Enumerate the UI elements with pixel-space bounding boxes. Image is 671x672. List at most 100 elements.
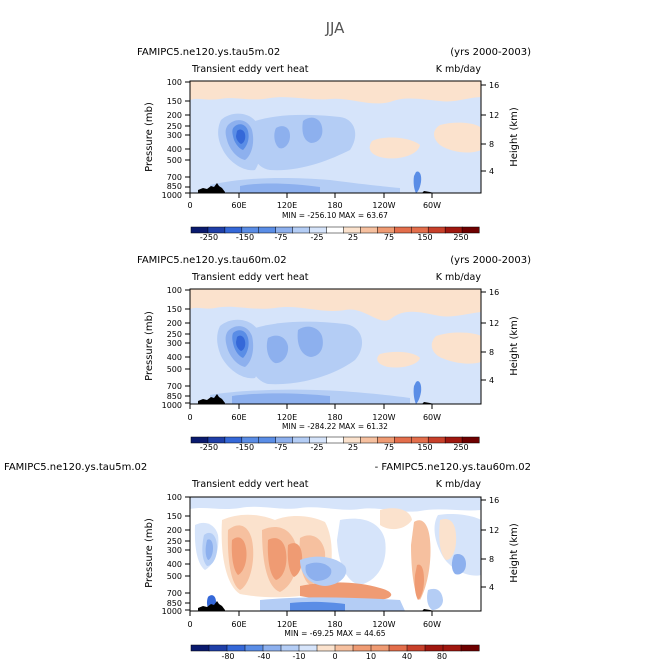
colorbar-swatch	[370, 644, 390, 652]
colorbar-tick-label: -75	[274, 443, 287, 452]
panel-3-negative-region	[205, 539, 213, 560]
colorbar-tick-label: 10	[366, 652, 376, 661]
panel-3-negative-region	[451, 554, 466, 575]
colorbar-tick-label: 80	[437, 652, 447, 661]
panel-3: FAMIPC5.ne120.ys.tau5m.02 - FAMIPC5.ne12…	[4, 462, 531, 661]
panel-3-positive-region	[414, 564, 424, 600]
panel-3-min-max: MIN = -69.25 MAX = 44.65	[284, 629, 385, 638]
panel-2-right-ticks	[481, 291, 486, 381]
y-tick-label: 700	[167, 173, 182, 182]
panel-3-positive-region	[439, 518, 457, 560]
colorbar-swatch	[226, 644, 246, 652]
panel-1-positive-patch	[369, 137, 420, 159]
panel-3-negative-patch	[190, 497, 481, 512]
panel-3-right-axis-label: Height (km)	[509, 523, 520, 583]
y-tick-label: 400	[167, 560, 182, 569]
panel-3-plot-area	[189, 496, 482, 612]
x-tick-label: 120W	[372, 201, 395, 210]
colorbar-tick-label: -10	[292, 652, 305, 661]
x-tick-label: 120E	[277, 413, 297, 422]
panel-2-positive-patch	[377, 351, 420, 368]
x-tick-label: 120E	[277, 201, 297, 210]
panel-3-positive-region	[300, 582, 392, 601]
height-tick-label: 12	[489, 111, 499, 120]
panel-3-right-tick-labels: 16 12 8 4	[489, 496, 499, 592]
y-tick-label: 250	[167, 330, 182, 339]
x-tick-label: 60E	[231, 620, 246, 629]
x-tick-label: 0	[187, 413, 192, 422]
colorbar-tick-label: -150	[236, 233, 254, 242]
panel-3-negative-region	[427, 588, 443, 610]
height-tick-label: 12	[489, 526, 499, 535]
panel-3-years-label: - FAMIPC5.ne120.ys.tau60m.02	[375, 462, 531, 473]
y-tick-label: 500	[167, 156, 182, 165]
colorbar-swatch	[352, 644, 372, 652]
colorbar-swatch	[424, 644, 444, 652]
x-tick-label: 120W	[372, 620, 395, 629]
panel-1-colorbar	[190, 226, 480, 234]
colorbar-tick-label: 40	[402, 652, 412, 661]
y-tick-label: 150	[167, 97, 182, 106]
colorbar-swatch	[292, 436, 311, 444]
panel-1-topography	[198, 183, 225, 193]
y-tick-label: 850	[167, 599, 182, 608]
colorbar-tick-label: -25	[310, 233, 323, 242]
y-tick-label: 200	[167, 526, 182, 535]
colorbar-swatch	[406, 644, 426, 652]
y-tick-label: 250	[167, 122, 182, 131]
height-tick-label: 8	[489, 140, 494, 149]
y-tick-label: 1000	[162, 401, 182, 410]
panel-2-x-ticks	[189, 404, 433, 409]
height-tick-label: 4	[489, 583, 494, 592]
height-tick-label: 4	[489, 376, 494, 385]
height-tick-label: 4	[489, 167, 494, 176]
panel-1-negative-core	[236, 129, 246, 144]
height-tick-label: 16	[489, 81, 499, 90]
colorbar-swatch	[258, 226, 277, 234]
x-tick-label: 120E	[277, 620, 297, 629]
panel-3-colorbar	[190, 644, 480, 652]
colorbar-tick-label: -250	[200, 233, 218, 242]
colorbar-swatch	[394, 226, 412, 234]
panel-1-positive-patch	[434, 122, 481, 153]
colorbar-swatch	[298, 644, 318, 652]
colorbar-tick-label: -80	[221, 652, 234, 661]
panel-2-negative-core	[236, 335, 246, 351]
colorbar-swatch	[394, 436, 412, 444]
panel-2-colorbar-labels: -250 -150 -75 -25 25 75 150 250	[200, 443, 469, 452]
colorbar-tick-label: -250	[200, 443, 218, 452]
x-tick-label: 60E	[231, 413, 246, 422]
panel-1-right-tick-labels: 16 12 8 4	[489, 81, 499, 176]
y-tick-label: 700	[167, 382, 182, 391]
panel-1-negative-region	[240, 183, 320, 193]
colorbar-swatch	[316, 644, 336, 652]
panel-3-positive-region	[380, 508, 412, 530]
panel-3-units-label: K mb/day	[436, 479, 482, 490]
colorbar-swatch	[360, 226, 378, 234]
colorbar-swatch	[258, 436, 277, 444]
y-tick-label: 700	[167, 589, 182, 598]
y-tick-label: 100	[167, 493, 182, 502]
panel-3-negative-region	[305, 562, 332, 581]
y-tick-label: 400	[167, 353, 182, 362]
panel-3-right-ticks	[481, 499, 486, 588]
panel-2-positive-patch	[431, 332, 481, 364]
colorbar-tick-label: 0	[332, 652, 337, 661]
panel-3-variable-label: Transient eddy vert heat	[191, 479, 309, 490]
y-tick-label: 1000	[162, 607, 182, 616]
panel-2-variable-label: Transient eddy vert heat	[191, 272, 309, 283]
colorbar-tick-label: 25	[348, 233, 358, 242]
colorbar-swatch	[262, 644, 282, 652]
x-tick-label: 60W	[423, 413, 441, 422]
panel-1-right-ticks	[481, 84, 486, 172]
x-tick-label: 180	[327, 413, 342, 422]
panel-1-colorbar-labels: -250 -150 -75 -25 25 75 150 250	[200, 233, 469, 242]
x-tick-label: 180	[327, 620, 342, 629]
panel-3-positive-region	[267, 538, 287, 580]
panel-2-y-axis-label: Pressure (mb)	[144, 311, 155, 381]
colorbar-tick-label: 150	[417, 233, 432, 242]
panel-2-right-tick-labels: 16 12 8 4	[489, 288, 499, 385]
colorbar-tick-label: 75	[384, 443, 394, 452]
panel-1-plot-area	[189, 80, 482, 194]
height-tick-label: 12	[489, 319, 499, 328]
